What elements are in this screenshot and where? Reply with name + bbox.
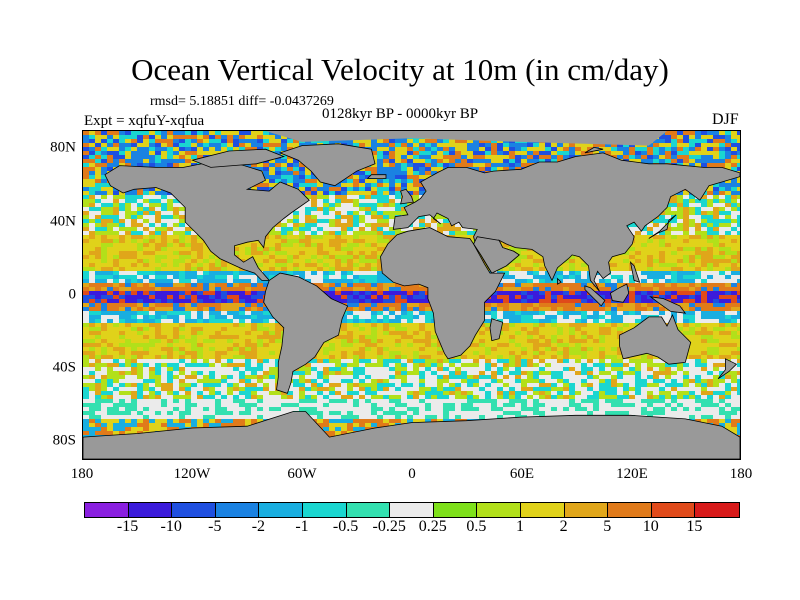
lon-label-60w: 60W bbox=[287, 466, 317, 482]
colorbar-swatch bbox=[346, 503, 391, 517]
colorbar-swatch bbox=[651, 503, 696, 517]
map-canvas bbox=[83, 131, 740, 459]
land-greenland bbox=[278, 143, 376, 187]
colorbar-label: 1 bbox=[516, 518, 524, 535]
land-philippines bbox=[629, 260, 641, 283]
colorbar-label: -2 bbox=[251, 518, 266, 535]
land-iceland bbox=[366, 174, 387, 179]
land-japan bbox=[648, 214, 677, 239]
land-sri-lanka bbox=[557, 277, 562, 285]
colorbar-swatch bbox=[564, 503, 609, 517]
plot-title: Ocean Vertical Velocity at 10m (in cm/da… bbox=[131, 52, 669, 87]
land-north-america bbox=[104, 161, 310, 281]
colorbar-label: -0.25 bbox=[372, 518, 406, 535]
world-map bbox=[82, 130, 741, 460]
lat-label-80s: 80S bbox=[52, 432, 76, 449]
colorbar-label: 0.25 bbox=[418, 518, 447, 535]
experiment-text: Expt = xqfuY-xqfua bbox=[84, 113, 205, 129]
land-new-zealand bbox=[717, 358, 738, 380]
colorbar-label: -5 bbox=[208, 518, 222, 535]
land-arabia bbox=[473, 236, 520, 274]
colorbar-swatch bbox=[85, 503, 129, 517]
land-africa bbox=[380, 227, 506, 360]
colorbar-label: 10 bbox=[642, 518, 659, 535]
colorbar-label: 2 bbox=[559, 518, 568, 535]
lat-label-0: 0 bbox=[68, 286, 77, 303]
colorbar-label: -10 bbox=[160, 518, 182, 535]
colorbar-label: 15 bbox=[686, 518, 703, 535]
colorbar-swatch bbox=[128, 503, 173, 517]
land-south-america bbox=[263, 272, 349, 394]
land-new-guinea bbox=[649, 296, 687, 314]
colorbar-swatch bbox=[172, 503, 216, 517]
colorbar-swatch bbox=[433, 503, 478, 517]
colorbar-swatch bbox=[608, 503, 652, 517]
colorbar-label: -15 bbox=[116, 518, 139, 535]
land-uk bbox=[400, 188, 414, 205]
land-madagascar bbox=[489, 318, 504, 342]
lon-label-60e: 60E bbox=[509, 466, 535, 482]
land-siberia-islands bbox=[584, 146, 604, 154]
lon-label-0: 0 bbox=[408, 466, 416, 482]
land-australia bbox=[619, 314, 692, 365]
colorbar-label: 5 bbox=[603, 518, 612, 535]
colorbar-swatch bbox=[302, 503, 347, 517]
land-masses bbox=[83, 131, 740, 459]
colorbar bbox=[84, 502, 740, 518]
lat-label-40n: 40N bbox=[50, 213, 76, 230]
lon-label-180w: 180 bbox=[70, 466, 94, 482]
colorbar-swatch bbox=[215, 503, 260, 517]
colorbar-swatch bbox=[695, 503, 739, 517]
colorbar-label: -0.5 bbox=[332, 518, 359, 535]
stats-text: rmsd= 5.18851 diff= -0.0437269 bbox=[150, 94, 334, 109]
season-text: DJF bbox=[712, 111, 739, 128]
colorbar-label: -1 bbox=[295, 518, 309, 535]
land-sumatra bbox=[584, 285, 606, 307]
land-indonesia-borneo bbox=[609, 283, 630, 303]
arctic-mask bbox=[265, 131, 667, 146]
colorbar-swatch bbox=[390, 503, 434, 517]
lat-label-80n: 80N bbox=[50, 139, 76, 156]
colorbar-swatch bbox=[520, 503, 565, 517]
lon-label-120e: 120E bbox=[616, 466, 648, 482]
land-antarctica bbox=[83, 411, 740, 459]
colorbar-swatch bbox=[477, 503, 521, 517]
colorbar-swatch bbox=[259, 503, 303, 517]
period-text: 0128kyr BP - 0000kyr BP bbox=[322, 106, 479, 122]
lat-label-40s: 40S bbox=[52, 359, 76, 376]
land-canada-islands bbox=[191, 148, 286, 168]
lon-label-180e: 180 bbox=[729, 466, 753, 482]
lon-label-120w: 120W bbox=[173, 466, 211, 482]
colorbar-label: 0.5 bbox=[466, 518, 487, 535]
